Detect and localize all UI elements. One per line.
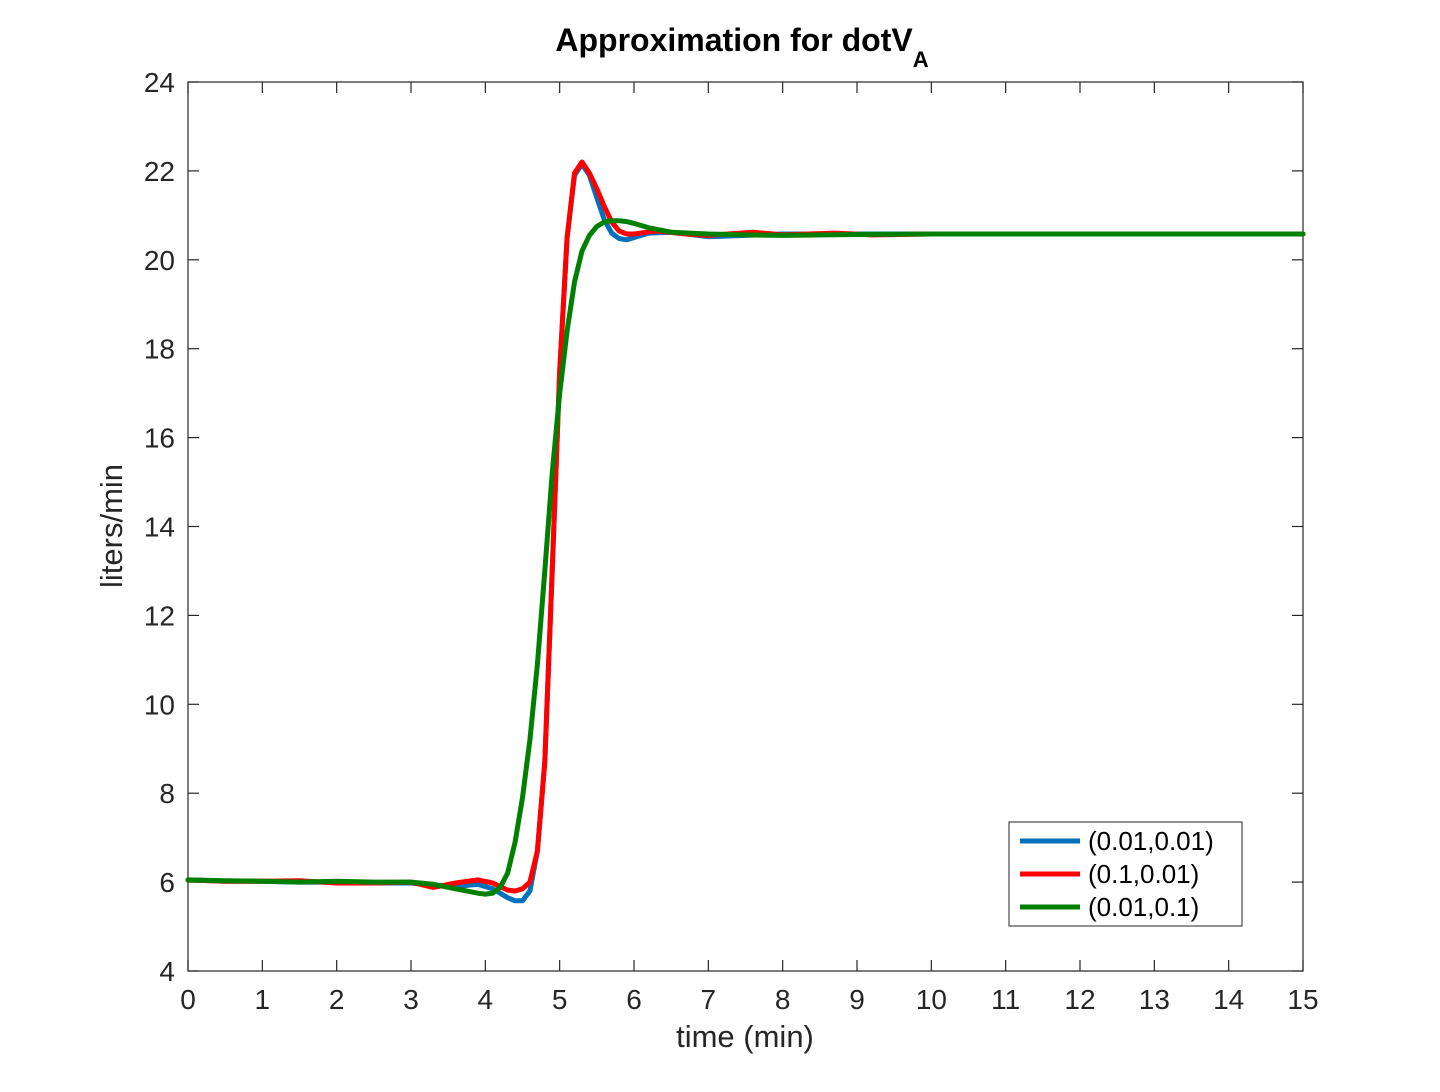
y-tick-label: 20 xyxy=(144,245,175,276)
x-tick-label: 13 xyxy=(1139,984,1170,1015)
y-axis: 4 6 8 10 12 14 16 18 20 22 24 xyxy=(144,67,1303,987)
y-tick-label: 22 xyxy=(144,156,175,187)
x-tick-label: 6 xyxy=(626,984,642,1015)
x-tick-label: 7 xyxy=(701,984,717,1015)
y-tick-label: 8 xyxy=(159,778,175,809)
x-axis-label: time (min) xyxy=(676,1019,814,1054)
y-tick-label: 18 xyxy=(144,334,175,365)
chart-title: Approximation for dotVA xyxy=(555,22,928,72)
x-tick-label: 15 xyxy=(1287,984,1318,1015)
x-tick-label: 10 xyxy=(916,984,947,1015)
x-tick-label: 9 xyxy=(849,984,865,1015)
legend-label: (0.01,0.01) xyxy=(1088,826,1214,856)
y-tick-label: 12 xyxy=(144,600,175,631)
y-tick-label: 14 xyxy=(144,512,175,543)
x-tick-label: 0 xyxy=(180,984,196,1015)
series-line-3 xyxy=(185,218,1306,897)
x-tick-label: 5 xyxy=(552,984,568,1015)
legend: (0.01,0.01)(0.1,0.01)(0.01,0.1) xyxy=(1008,821,1243,927)
x-axis: 0 1 2 3 4 5 6 7 8 9 10 11 12 13 14 15 xyxy=(180,82,1319,1015)
x-tick-label: 14 xyxy=(1213,984,1244,1015)
x-tick-label: 3 xyxy=(403,984,419,1015)
chart-title-subscript: A xyxy=(913,47,929,72)
x-tick-label: 12 xyxy=(1064,984,1095,1015)
y-tick-label: 24 xyxy=(144,67,175,98)
x-tick-label: 4 xyxy=(478,984,494,1015)
y-tick-label: 10 xyxy=(144,689,175,720)
y-tick-label: 4 xyxy=(159,956,175,987)
x-tick-label: 1 xyxy=(255,984,271,1015)
chart-title-main: Approximation for dotV xyxy=(555,22,913,58)
x-tick-label: 2 xyxy=(329,984,345,1015)
legend-label: (0.01,0.1) xyxy=(1088,892,1199,922)
legend-label: (0.1,0.01) xyxy=(1088,859,1199,889)
y-axis-label: liters/min xyxy=(94,464,129,588)
x-tick-label: 8 xyxy=(775,984,791,1015)
series-lines xyxy=(185,159,1306,904)
x-tick-label: 11 xyxy=(991,984,1020,1015)
y-tick-label: 6 xyxy=(159,867,175,898)
y-tick-label: 16 xyxy=(144,423,175,454)
